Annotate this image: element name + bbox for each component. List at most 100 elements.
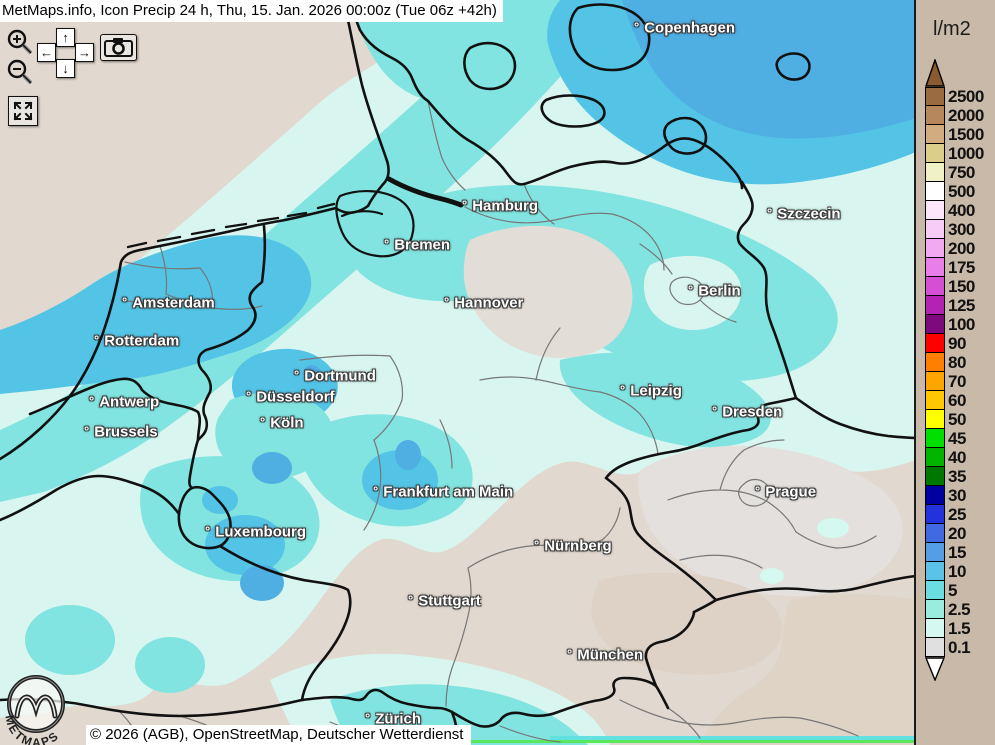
city-marker-icon: ° — [373, 483, 379, 499]
city-name: Bremen — [394, 236, 451, 254]
city-label: ° Dresden — [712, 404, 782, 421]
legend-band — [925, 87, 945, 106]
legend-band — [925, 144, 945, 163]
legend-band-value: 90 — [948, 333, 966, 353]
legend-band — [925, 372, 945, 391]
city-name: Leipzig — [630, 382, 682, 400]
legend-unit-label: l/m2 — [933, 18, 971, 40]
pan-up-button[interactable]: ↑ — [56, 28, 75, 47]
city-name: Luxembourg — [215, 523, 307, 541]
city-name: Dortmund — [304, 367, 376, 385]
city-name: Brussels — [94, 423, 158, 441]
city-label: ° Dortmund — [294, 368, 376, 385]
city-marker-icon: ° — [84, 423, 90, 439]
city-name: Hamburg — [472, 197, 539, 215]
city-marker-icon: ° — [462, 197, 468, 213]
city-name: Nürnberg — [544, 537, 612, 555]
city-name: Szczecin — [777, 205, 841, 223]
city-marker-icon: ° — [444, 294, 450, 310]
legend-band — [925, 524, 945, 543]
city-marker-icon: ° — [384, 236, 390, 252]
magnifier-minus-icon — [7, 59, 33, 85]
zoom-out-button[interactable] — [4, 58, 36, 92]
city-label: ° Luxembourg — [205, 524, 306, 541]
city-name: Köln — [270, 414, 304, 432]
legend-band-value: 1000 — [948, 143, 984, 163]
city-name: Dresden — [722, 403, 783, 421]
city-name: Berlin — [698, 282, 741, 300]
legend-band-value: 175 — [948, 257, 975, 277]
city-marker-icon: ° — [408, 592, 414, 608]
legend-band — [925, 638, 945, 657]
legend-band — [925, 220, 945, 239]
logo-wave-highlight — [16, 696, 56, 717]
legend-band — [925, 125, 945, 144]
legend-band-value: 80 — [948, 352, 966, 372]
city-name: Prague — [765, 483, 817, 501]
legend-band-value: 0.1 — [948, 637, 971, 657]
legend-color-bar — [925, 87, 945, 657]
legend-band-value: 45 — [948, 428, 966, 448]
arrow-right-icon: → — [78, 45, 91, 60]
city-marker-icon: ° — [755, 483, 761, 499]
legend-band-value: 750 — [948, 162, 975, 182]
legend-band — [925, 296, 945, 315]
legend-band — [925, 201, 945, 220]
legend-band — [925, 410, 945, 429]
city-marker-icon: ° — [246, 388, 252, 404]
pan-right-button[interactable]: → — [75, 43, 94, 62]
city-label: ° Rotterdam — [94, 333, 179, 350]
city-name: Stuttgart — [418, 592, 481, 610]
legend-band-value: 15 — [948, 542, 966, 562]
legend-band-value: 400 — [948, 200, 975, 220]
city-marker-icon: ° — [122, 294, 128, 310]
city-marker-icon: ° — [365, 710, 371, 726]
legend-band — [925, 163, 945, 182]
legend-band — [925, 467, 945, 486]
screenshot-button[interactable] — [100, 34, 137, 61]
city-label: ° Berlin — [688, 283, 741, 300]
legend-band — [925, 353, 945, 372]
country-borders-layer — [0, 0, 916, 745]
legend-band-value: 1.5 — [948, 618, 971, 638]
legend-band-value: 20 — [948, 523, 966, 543]
legend-band — [925, 182, 945, 201]
map-title: MetMaps.info, Icon Precip 24 h, Thu, 15.… — [2, 2, 497, 19]
legend-band — [925, 562, 945, 581]
city-label: ° Zürich — [365, 711, 421, 728]
legend-band-value: 200 — [948, 238, 975, 258]
city-marker-icon: ° — [260, 414, 266, 430]
city-name: Hannover — [454, 294, 524, 312]
city-label: ° Stuttgart — [408, 593, 481, 610]
city-name: Zürich — [375, 710, 422, 728]
city-label: ° München — [567, 647, 643, 664]
legend-band — [925, 391, 945, 410]
city-marker-icon: ° — [89, 393, 95, 409]
arrow-up-icon: ↑ — [62, 30, 69, 45]
fullscreen-button[interactable] — [8, 96, 38, 126]
legend-band-value: 10 — [948, 561, 966, 581]
legend-band — [925, 543, 945, 562]
city-name: Amsterdam — [132, 294, 215, 312]
legend-band — [925, 600, 945, 619]
pan-down-button[interactable]: ↓ — [56, 59, 75, 78]
city-label: ° Prague — [755, 484, 816, 501]
title-bar: MetMaps.info, Icon Precip 24 h, Thu, 15.… — [0, 0, 503, 22]
city-label: ° Copenhagen — [634, 20, 735, 37]
city-marker-icon: ° — [534, 537, 540, 553]
legend-panel: l/m2 2500 2000 1500 1000 750 500 400 300 200 175 1… — [914, 0, 995, 745]
camera-icon — [104, 38, 133, 57]
city-label: ° Antwerp — [89, 394, 159, 411]
pan-left-button[interactable]: ← — [37, 43, 56, 62]
legend-band-value: 70 — [948, 371, 966, 391]
city-label: ° Leipzig — [620, 383, 682, 400]
legend-band — [925, 315, 945, 334]
map-canvas[interactable] — [0, 0, 916, 745]
legend-band — [925, 619, 945, 638]
city-marker-icon: ° — [567, 646, 573, 662]
attribution-bar[interactable]: © 2026 (AGB), OpenStreetMap, Deutscher W… — [86, 725, 472, 745]
zoom-in-button[interactable] — [4, 28, 36, 62]
metmaps-logo[interactable]: METMAPS — [0, 668, 88, 745]
city-name: Frankfurt am Main — [383, 483, 514, 501]
